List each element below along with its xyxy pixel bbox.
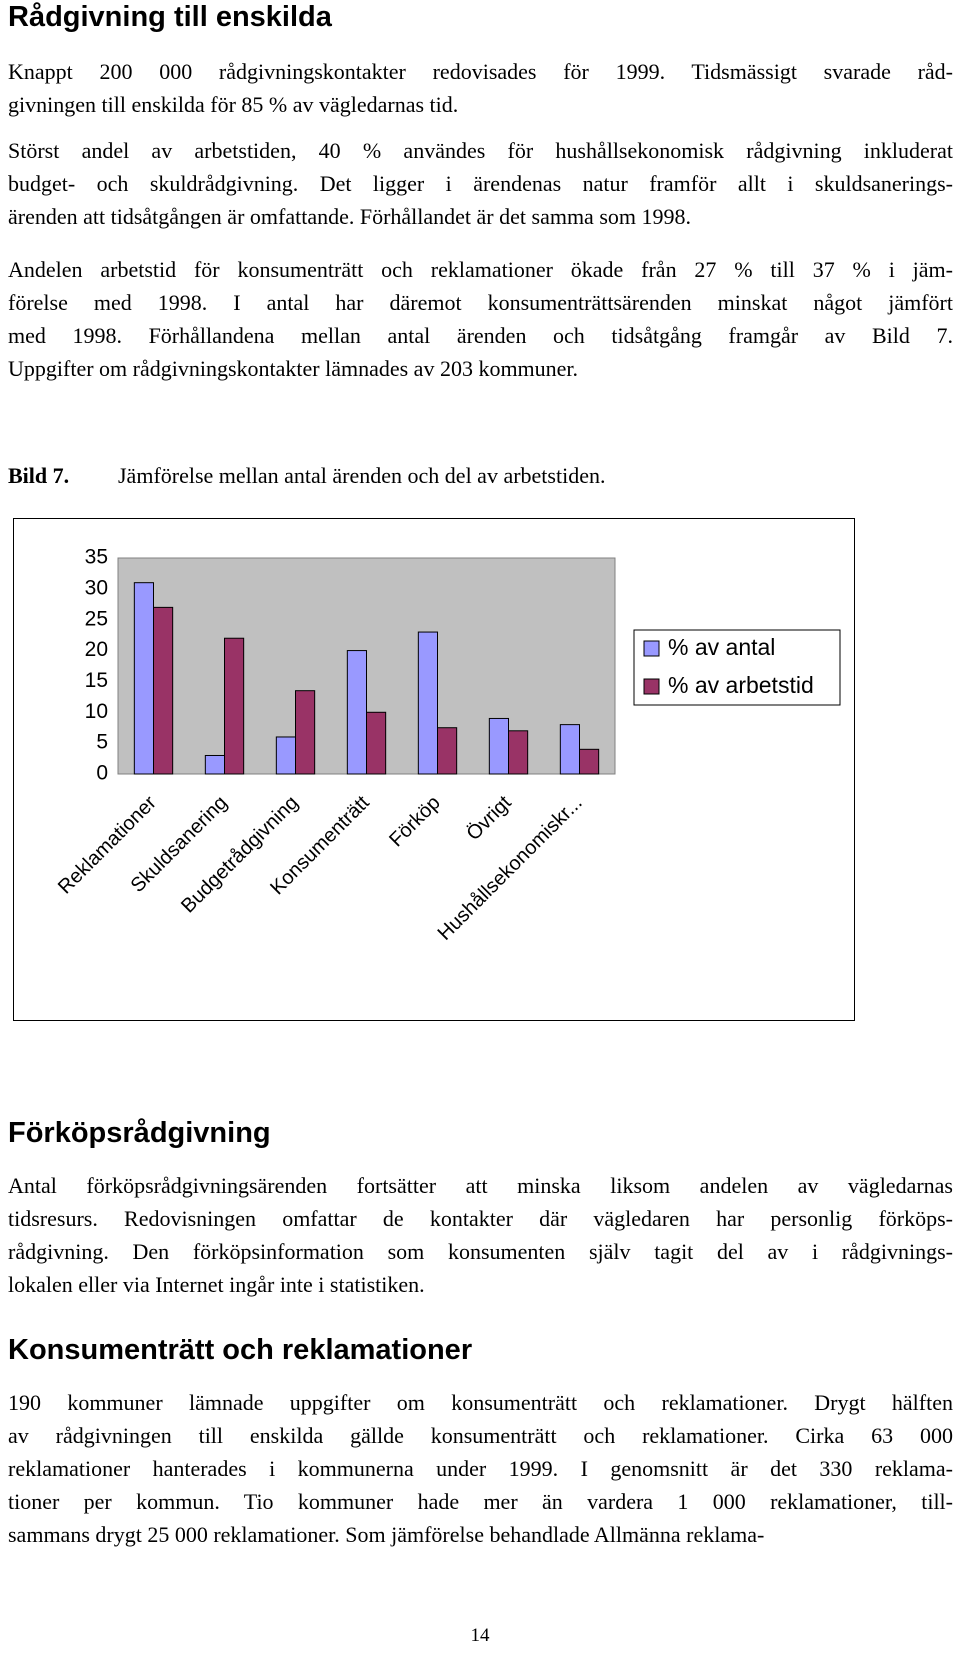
y-tick-label: 10 (85, 700, 108, 723)
text-line: lokalen eller via Internet ingår inte i … (8, 1272, 425, 1297)
paragraph: Antal förköpsrådgivningsärenden fortsätt… (8, 1169, 953, 1301)
text-line: tioner per kommun. Tio kommuner hade mer… (8, 1489, 953, 1514)
text-line: med 1998. Förhållandena mellan antal äre… (8, 323, 953, 348)
paragraph: Knappt 200 000 rådgivningskontakter redo… (8, 55, 953, 121)
legend-label: % av antal (668, 634, 775, 660)
bar (275, 736, 296, 775)
text-line: sammans drygt 25 000 reklamationer. Som … (8, 1522, 765, 1547)
bar (437, 727, 458, 775)
text-line: Andelen arbetstid för konsumenträtt och … (8, 257, 953, 282)
bar (153, 606, 174, 775)
text-line: tidsresurs. Redovisningen omfattar de ko… (8, 1206, 953, 1231)
bar (579, 748, 600, 775)
figure-caption: Bild 7. Jämförelse mellan antal ärenden o… (8, 459, 605, 492)
y-tick-label: 20 (85, 638, 108, 661)
legend-swatch (643, 640, 660, 657)
text-line: ärenden att tidsåtgången är omfattande. … (8, 204, 691, 229)
text-line: Antal förköpsrådgivningsärenden fortsätt… (8, 1173, 953, 1198)
text-line: Störst andel av arbetstiden, 40 % använd… (8, 138, 953, 163)
text-line: 190 kommuner lämnade uppgifter om konsum… (8, 1390, 953, 1415)
y-tick-label: 5 (96, 731, 108, 754)
text-line: budget- och skuldrådgivning. Det ligger … (8, 171, 953, 196)
legend-swatch (643, 678, 660, 695)
bar (224, 637, 245, 775)
bar (488, 717, 509, 775)
y-tick-label: 25 (85, 607, 108, 630)
paragraph: Störst andel av arbetstiden, 40 % använd… (8, 134, 953, 233)
text-line: rådgivning. Den förköpsinformation som k… (8, 1239, 953, 1264)
text-line: förelse med 1998. I antal har däremot ko… (8, 290, 953, 315)
bar (346, 650, 367, 775)
text-line: av rådgivningen till enskilda gällde kon… (8, 1423, 953, 1448)
section-heading: Rådgivning till enskilda (8, 1, 332, 33)
bar (366, 711, 387, 775)
bar (295, 690, 316, 775)
bar (559, 724, 581, 775)
y-tick-label: 30 (85, 576, 108, 599)
y-tick-label: 0 (96, 762, 108, 785)
text-line: reklamationer hanterades i kommunerna un… (8, 1456, 953, 1481)
y-tick-label: 35 (85, 546, 108, 569)
legend-box (633, 629, 841, 706)
caption: Jämförelse mellan antal ärenden och del … (118, 463, 606, 488)
section-heading: Förköpsrådgivning (8, 1117, 271, 1149)
bar (508, 730, 529, 775)
bar (417, 631, 438, 775)
figure-label: Bild 7. (8, 463, 70, 488)
text-line: Knappt 200 000 rådgivningskontakter redo… (8, 59, 953, 84)
bar (204, 754, 226, 775)
text-line: givningen till enskilda för 85 % av vägl… (8, 92, 459, 117)
legend-label: % av arbetstid (668, 672, 814, 698)
section-heading: Konsumenträtt och reklamationer (8, 1334, 473, 1366)
paragraph: Andelen arbetstid för konsumenträtt och … (8, 253, 953, 385)
page-number: 14 (470, 1625, 490, 1646)
paragraph: 190 kommuner lämnade uppgifter om konsum… (8, 1386, 953, 1551)
bar (133, 582, 155, 775)
y-tick-label: 15 (85, 669, 108, 692)
text-line: Uppgifter om rådgivningskontakter lämnad… (8, 356, 579, 381)
chart: 05101520253035ReklamationerSkuldsanering… (13, 518, 855, 1021)
